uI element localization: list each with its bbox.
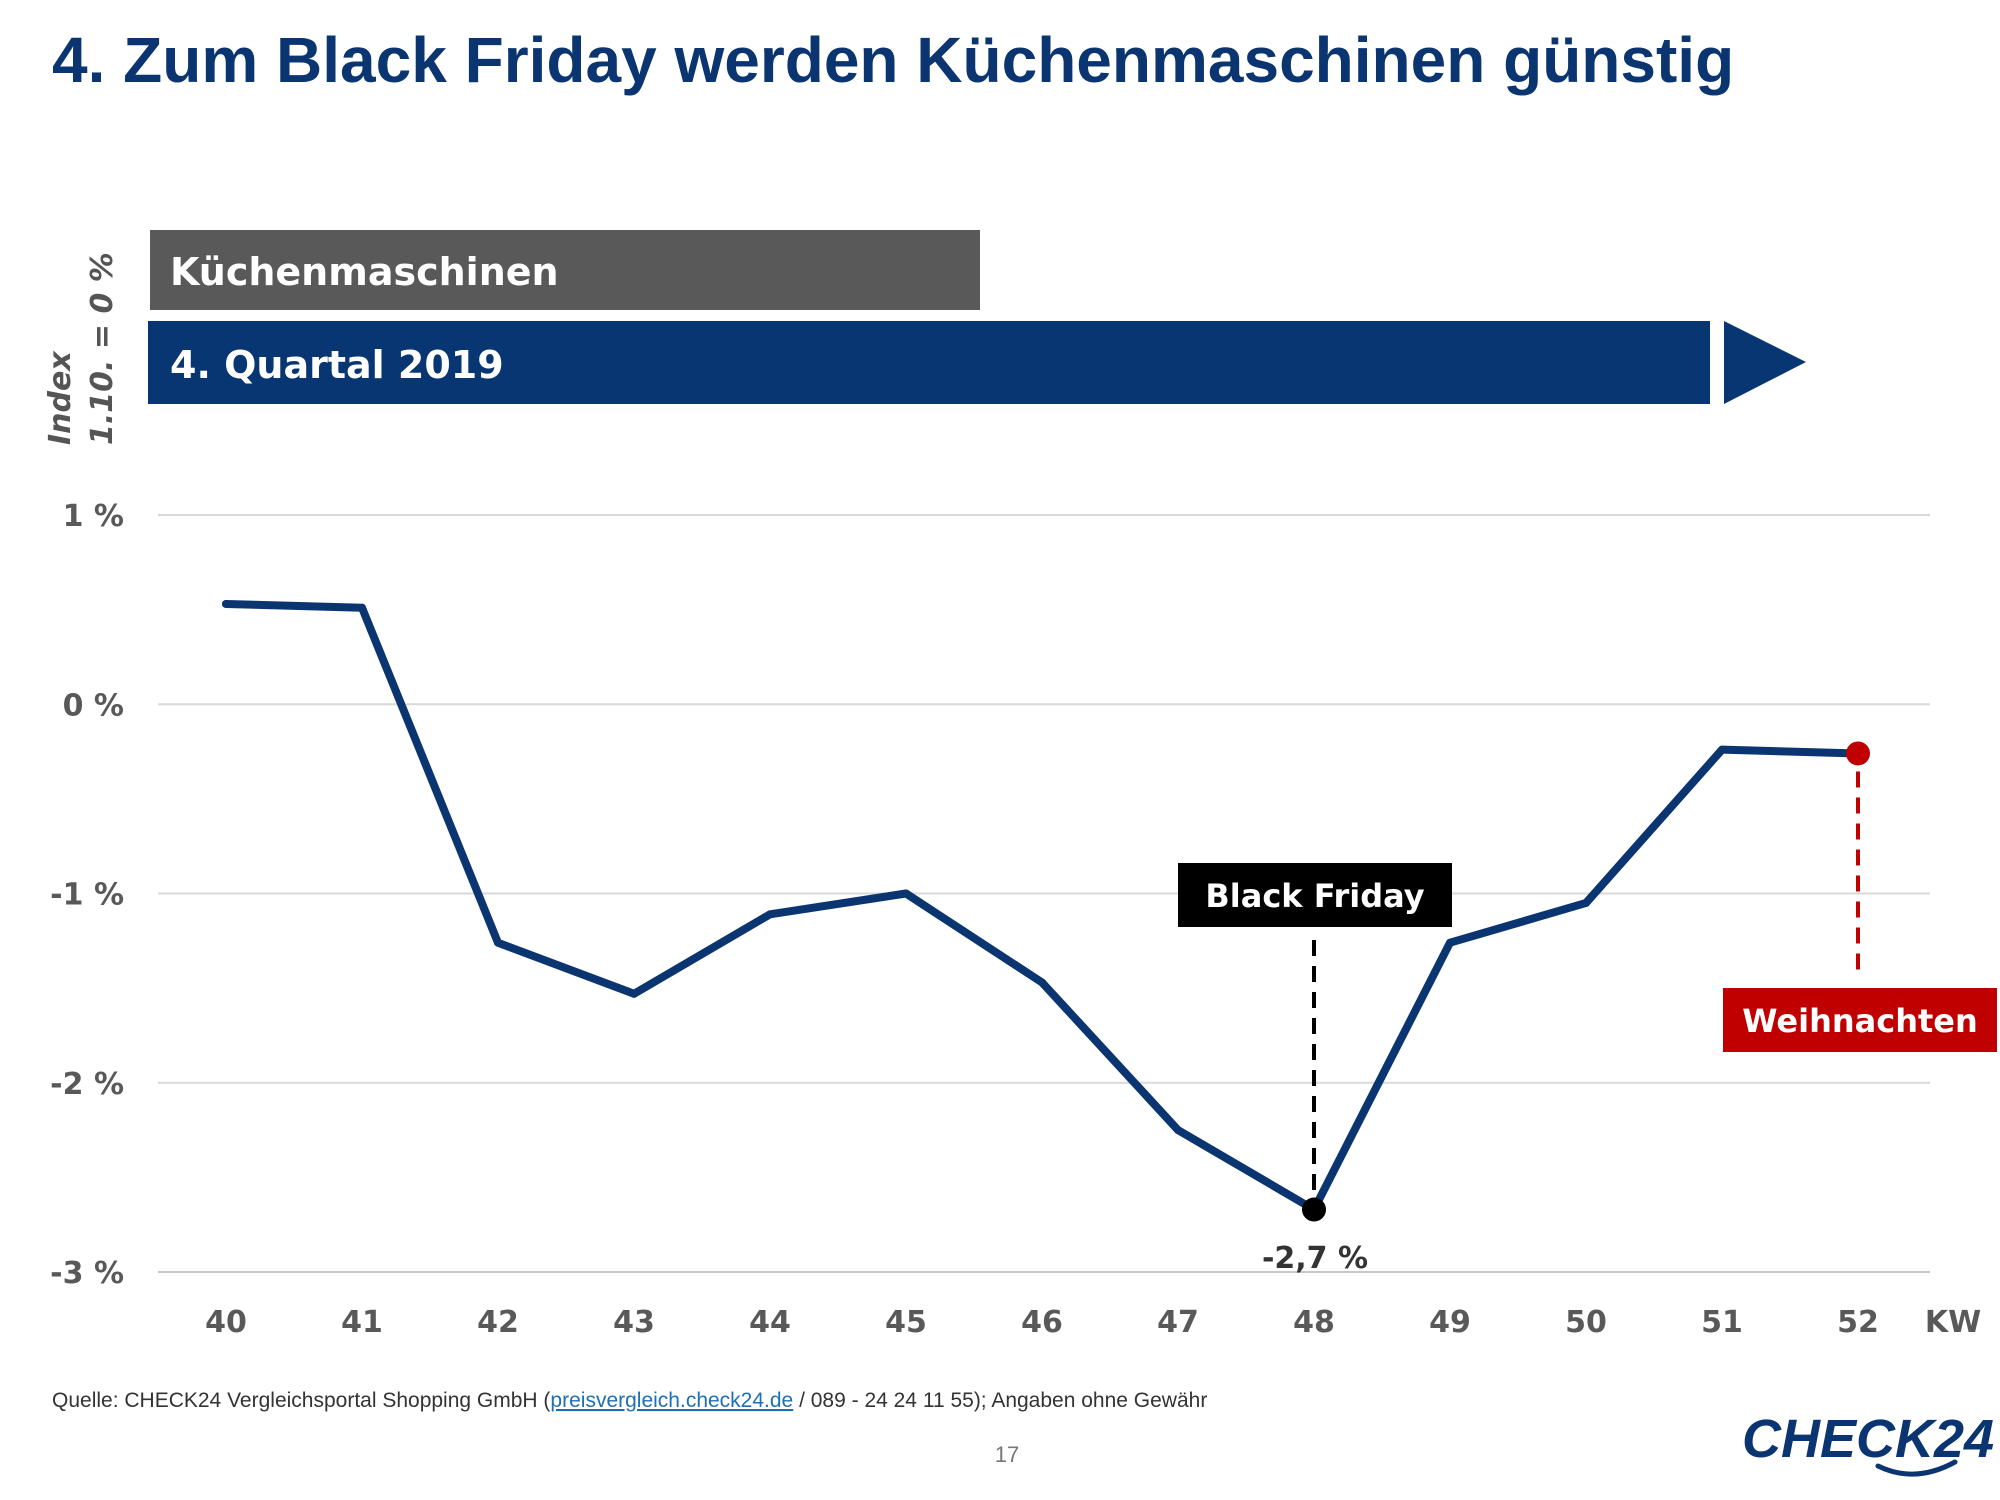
x-tick-label: 45 <box>885 1305 927 1340</box>
x-tick-label: 48 <box>1293 1305 1335 1340</box>
black-friday-box <box>1178 863 1452 927</box>
x-tick-label: 52 <box>1837 1305 1879 1340</box>
page-number: 17 <box>995 1442 1019 1467</box>
data-point <box>1582 898 1590 907</box>
y-tick-label: 1 % <box>63 499 124 534</box>
data-point <box>358 603 366 612</box>
data-point <box>630 989 638 998</box>
source-suffix: / 089 - 24 24 11 55); Angaben ohne Gewäh… <box>793 1389 1207 1412</box>
y-axis-label-line1: Index <box>43 350 78 445</box>
christmas-label: Weihnachten <box>1742 1002 1978 1040</box>
black-friday-value-label: -2,7 % <box>1262 1241 1368 1276</box>
data-point <box>1446 938 1454 947</box>
y-tick-label: 0 % <box>63 688 124 723</box>
data-points <box>222 599 1862 1214</box>
logo-swoosh-icon <box>1875 1459 1958 1477</box>
black-friday-label: Black Friday <box>1205 877 1424 915</box>
x-tick-label: 41 <box>341 1305 383 1340</box>
data-point <box>494 938 502 947</box>
data-point <box>1038 978 1046 987</box>
data-point <box>902 889 910 898</box>
category-band <box>150 230 980 310</box>
y-axis-ticks: 1 % 0 % -1 % -2 % -3 % <box>50 499 124 1291</box>
source-prefix: Quelle: CHECK24 Vergleichsportal Shoppin… <box>52 1389 550 1412</box>
data-point <box>1174 1126 1182 1135</box>
data-point <box>1718 745 1726 754</box>
y-tick-label: -1 % <box>50 878 124 913</box>
black-friday-marker <box>1302 1197 1326 1222</box>
check24-logo: CHECK24 <box>1742 1409 1994 1469</box>
x-axis-ticks: 40 41 42 43 44 45 46 47 48 49 50 51 52 <box>205 1305 1879 1340</box>
y-tick-label: -2 % <box>50 1067 124 1102</box>
data-point <box>766 910 774 919</box>
x-axis-label: KW <box>1925 1305 1981 1340</box>
x-tick-label: 47 <box>1157 1305 1199 1340</box>
christmas-marker <box>1846 741 1870 766</box>
y-tick-label: -3 % <box>50 1256 124 1291</box>
period-band <box>148 321 1710 404</box>
x-tick-label: 51 <box>1701 1305 1743 1340</box>
data-point <box>222 599 230 608</box>
christmas-box <box>1723 988 1997 1052</box>
grid-lines <box>158 514 1930 1273</box>
x-tick-label: 46 <box>1021 1305 1063 1340</box>
source-link[interactable]: preisvergleich.check24.de <box>550 1389 793 1412</box>
category-band-label: Küchenmaschinen <box>170 250 559 294</box>
page-title: 4. Zum Black Friday werden Küchenmaschin… <box>52 24 1734 96</box>
x-tick-label: 40 <box>205 1305 247 1340</box>
series-line <box>222 599 1862 1214</box>
y-axis-label-line2: 1.10. = 0 % <box>85 252 120 445</box>
x-tick-label: 42 <box>477 1305 519 1340</box>
period-band-label: 4. Quartal 2019 <box>170 343 504 387</box>
period-arrow-icon <box>1724 321 1806 404</box>
x-tick-label: 43 <box>613 1305 655 1340</box>
x-tick-label: 44 <box>749 1305 791 1340</box>
source-note: Quelle: CHECK24 Vergleichsportal Shoppin… <box>52 1389 1207 1412</box>
x-tick-label: 49 <box>1429 1305 1471 1340</box>
x-tick-label: 50 <box>1565 1305 1607 1340</box>
